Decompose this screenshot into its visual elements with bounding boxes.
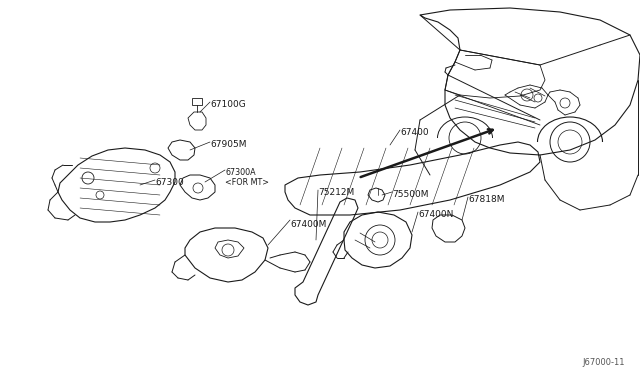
Text: 75500M: 75500M <box>392 190 429 199</box>
Text: 67400M: 67400M <box>290 220 326 229</box>
Text: 67818M: 67818M <box>468 195 504 204</box>
Bar <box>192 98 202 105</box>
Text: 67400N: 67400N <box>418 210 453 219</box>
Text: J67000-11: J67000-11 <box>582 358 625 367</box>
Text: 67300: 67300 <box>155 178 184 187</box>
Text: 67300A
<FOR MT>: 67300A <FOR MT> <box>225 168 269 187</box>
Text: 75212M: 75212M <box>318 188 355 197</box>
Text: 67400: 67400 <box>400 128 429 137</box>
Text: 67100G: 67100G <box>210 100 246 109</box>
Text: 67905M: 67905M <box>210 140 246 149</box>
